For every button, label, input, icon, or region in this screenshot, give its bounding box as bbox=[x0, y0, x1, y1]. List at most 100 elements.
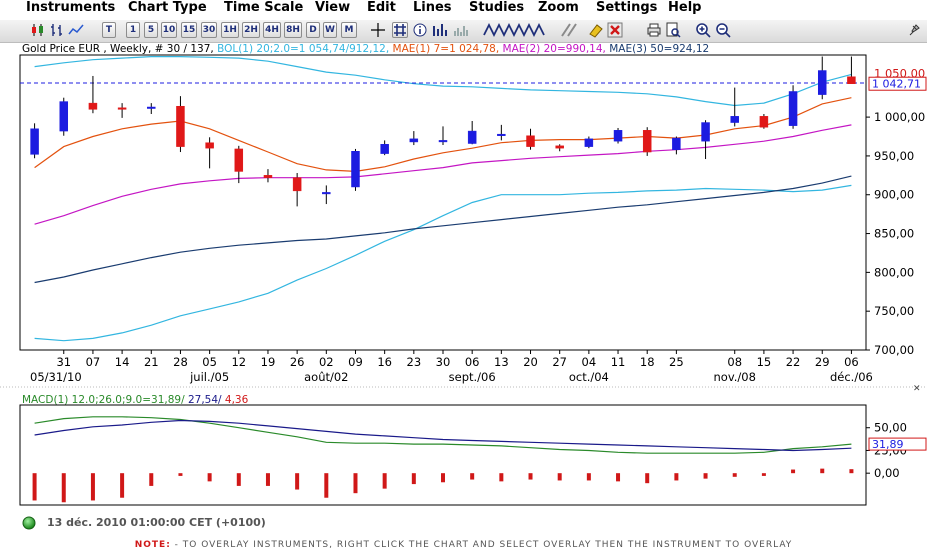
macd-histogram-bar bbox=[732, 473, 737, 477]
volume-icon[interactable] bbox=[453, 22, 469, 38]
month-label: nov./08 bbox=[714, 370, 756, 384]
info-icon[interactable] bbox=[412, 22, 428, 38]
macd-last-value: 31,89 bbox=[872, 438, 904, 451]
macd-legend-item: 4,36 bbox=[222, 394, 249, 406]
month-label: juil./05 bbox=[189, 370, 229, 384]
candle bbox=[584, 138, 594, 147]
date-label: 27 bbox=[552, 355, 567, 369]
candle bbox=[438, 140, 448, 143]
macd-y-label: 50,00 bbox=[874, 421, 907, 435]
candle bbox=[30, 128, 39, 155]
status-datetime: 13 déc. 2010 01:00:00 CET (+0100) bbox=[47, 516, 266, 529]
date-label: 21 bbox=[144, 355, 159, 369]
drawing-tools-icon[interactable] bbox=[560, 22, 584, 38]
indicator-legend-item: MAE(3) 50=924,12 bbox=[606, 43, 709, 55]
menu-studies[interactable]: Studies bbox=[469, 0, 525, 15]
close-panel-icon[interactable]: ✕ bbox=[913, 384, 921, 394]
timescale-m[interactable]: M bbox=[341, 22, 357, 38]
delete-icon[interactable] bbox=[607, 22, 623, 38]
study-lines-icon[interactable] bbox=[482, 22, 548, 38]
bar-chart-icon[interactable] bbox=[49, 22, 65, 38]
date-label: 16 bbox=[377, 355, 392, 369]
note-text: - TO OVERLAY INSTRUMENTS, RIGHT CLICK TH… bbox=[170, 540, 793, 550]
candle bbox=[526, 135, 535, 147]
eraser-icon[interactable] bbox=[588, 22, 604, 38]
macd-histogram-bar bbox=[382, 473, 387, 489]
menu-edit[interactable]: Edit bbox=[367, 0, 396, 15]
date-label: 06 bbox=[465, 355, 480, 369]
timescale-15[interactable]: 15 bbox=[181, 22, 197, 38]
candle bbox=[380, 144, 389, 154]
price-y-label: 750,00 bbox=[874, 304, 914, 318]
macd-histogram-bar bbox=[236, 473, 241, 486]
candle bbox=[817, 70, 827, 95]
date-label: 25 bbox=[669, 355, 684, 369]
macd-signal-line bbox=[34, 419, 852, 452]
macd-histogram-bar bbox=[616, 473, 621, 482]
candle bbox=[117, 107, 127, 110]
date-label: 05 bbox=[202, 355, 217, 369]
price-legend: Gold Price EUR , Weekly, # 30 / 137, BOL… bbox=[22, 43, 709, 55]
timescale-t[interactable]: T bbox=[102, 22, 116, 38]
help-note: NOTE: - TO OVERLAY INSTRUMENTS, RIGHT CL… bbox=[0, 540, 927, 551]
zoom-out-icon[interactable] bbox=[715, 22, 731, 38]
date-label: 04 bbox=[582, 355, 597, 369]
menu-instruments[interactable]: Instruments bbox=[26, 0, 116, 15]
pin-icon[interactable] bbox=[907, 22, 921, 38]
crosshair-icon[interactable] bbox=[370, 22, 386, 38]
candle bbox=[788, 91, 798, 126]
candlestick-chart-icon[interactable] bbox=[30, 22, 46, 38]
menu-time-scale[interactable]: Time Scale bbox=[224, 0, 304, 15]
candle bbox=[292, 177, 302, 192]
candle bbox=[205, 142, 214, 149]
print-icon[interactable] bbox=[646, 22, 662, 38]
macd-histogram-bar bbox=[149, 473, 154, 486]
candle bbox=[555, 145, 564, 149]
last-price-box bbox=[868, 76, 927, 91]
macd-legend-item: 27,54/ bbox=[185, 394, 222, 406]
chart-area[interactable]: Gold Price EUR , Weekly, # 30 / 137, BOL… bbox=[0, 0, 927, 512]
menu-settings[interactable]: Settings bbox=[596, 0, 658, 15]
timescale-10[interactable]: 10 bbox=[161, 22, 177, 38]
timescale-8h[interactable]: 8H bbox=[284, 22, 302, 38]
indicator-legend-item: MAE(2) 20=990,14, bbox=[499, 43, 606, 55]
month-label: 05/31/10 bbox=[30, 370, 82, 384]
macd-histogram-bar bbox=[32, 473, 37, 501]
date-label: 15 bbox=[757, 355, 772, 369]
macd-histogram-bar bbox=[353, 473, 358, 494]
month-label: déc./06 bbox=[830, 370, 873, 384]
menu-zoom[interactable]: Zoom bbox=[538, 0, 579, 15]
timescale-30[interactable]: 30 bbox=[201, 22, 217, 38]
menu-chart-type[interactable]: Chart Type bbox=[128, 0, 207, 15]
timescale-1[interactable]: 1 bbox=[126, 22, 140, 38]
price-y-label: 850,00 bbox=[874, 227, 914, 241]
date-label: 29 bbox=[815, 355, 830, 369]
candle bbox=[847, 76, 856, 84]
toolbar: T 1 5 10 15 30 1H 2H 4H 8H D W M bbox=[0, 20, 927, 43]
last-price-value: 1 042,71 bbox=[872, 78, 921, 91]
macd-histogram-bar bbox=[61, 473, 66, 503]
timescale-2h[interactable]: 2H bbox=[242, 22, 260, 38]
menu-lines[interactable]: Lines bbox=[413, 0, 452, 15]
macd-histogram-bar bbox=[820, 468, 825, 474]
grid-icon[interactable] bbox=[392, 22, 408, 38]
line-chart-icon[interactable] bbox=[68, 22, 84, 38]
bollinger-lower-line bbox=[34, 184, 852, 342]
bars-icon[interactable] bbox=[432, 22, 448, 38]
timescale-w[interactable]: W bbox=[323, 22, 337, 38]
date-label: 30 bbox=[436, 355, 451, 369]
timescale-d[interactable]: D bbox=[306, 22, 320, 38]
macd-histogram-bar bbox=[849, 469, 854, 474]
timescale-5[interactable]: 5 bbox=[144, 22, 158, 38]
print-preview-icon[interactable] bbox=[665, 22, 681, 38]
date-label: 14 bbox=[115, 355, 130, 369]
timescale-4h[interactable]: 4H bbox=[263, 22, 281, 38]
month-label: oct./04 bbox=[569, 370, 609, 384]
menu-help[interactable]: Help bbox=[668, 0, 702, 15]
date-label: 31 bbox=[56, 355, 71, 369]
menu-view[interactable]: View bbox=[315, 0, 351, 15]
macd-histogram-bar bbox=[528, 473, 533, 480]
zoom-in-icon[interactable] bbox=[695, 22, 711, 38]
macd-histogram-bar bbox=[265, 473, 270, 486]
timescale-1h[interactable]: 1H bbox=[221, 22, 239, 38]
